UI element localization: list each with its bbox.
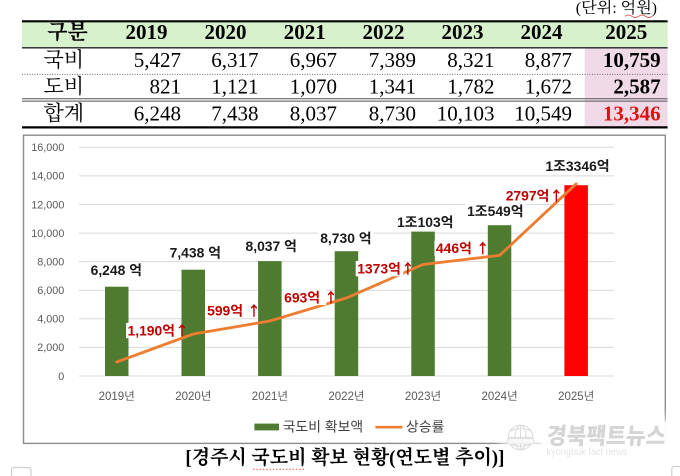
svg-text:4,000: 4,000 bbox=[37, 314, 64, 326]
svg-text:2020: 2020 bbox=[175, 391, 201, 403]
svg-text:2019: 2019 bbox=[126, 20, 168, 44]
svg-text:1,672: 1,672 bbox=[525, 74, 572, 98]
svg-text:10,103: 10,103 bbox=[437, 101, 495, 125]
svg-text:1,190: 1,190 bbox=[128, 323, 163, 339]
svg-text:7,438: 7,438 bbox=[211, 101, 258, 125]
svg-text:446: 446 bbox=[436, 240, 459, 256]
svg-text:7,438: 7,438 bbox=[170, 245, 205, 261]
svg-text:599: 599 bbox=[207, 303, 230, 319]
svg-text:13,346: 13,346 bbox=[603, 101, 661, 125]
svg-text:8,730: 8,730 bbox=[369, 101, 416, 125]
svg-text:0: 0 bbox=[58, 371, 64, 383]
svg-text:2025: 2025 bbox=[558, 391, 584, 403]
svg-text:549: 549 bbox=[488, 203, 511, 219]
svg-text:8,037: 8,037 bbox=[246, 238, 281, 254]
svg-text:16,000: 16,000 bbox=[31, 142, 64, 154]
svg-text:1: 1 bbox=[467, 203, 475, 219]
svg-text:1,070: 1,070 bbox=[290, 74, 337, 98]
svg-text:693: 693 bbox=[284, 289, 307, 305]
svg-text:6,317: 6,317 bbox=[211, 48, 258, 72]
svg-text:7,389: 7,389 bbox=[369, 48, 416, 72]
svg-text:2024: 2024 bbox=[521, 20, 564, 44]
svg-text:1: 1 bbox=[397, 214, 405, 230]
svg-text:6,248: 6,248 bbox=[91, 262, 126, 278]
svg-text:1,341: 1,341 bbox=[369, 74, 416, 98]
svg-text:2023: 2023 bbox=[442, 20, 484, 44]
svg-text:10,000: 10,000 bbox=[31, 228, 64, 240]
svg-text:3346: 3346 bbox=[566, 158, 597, 174]
svg-text:821: 821 bbox=[150, 74, 182, 98]
svg-text:2021: 2021 bbox=[252, 391, 278, 403]
svg-text:1,782: 1,782 bbox=[447, 74, 494, 98]
svg-text:6,967: 6,967 bbox=[290, 48, 337, 72]
svg-text:12,000: 12,000 bbox=[31, 199, 64, 211]
svg-text:8,321: 8,321 bbox=[447, 48, 494, 72]
svg-text:1373: 1373 bbox=[357, 261, 388, 277]
svg-text:1,121: 1,121 bbox=[211, 74, 258, 98]
svg-text::: : bbox=[612, 0, 616, 17]
svg-text:2020: 2020 bbox=[205, 20, 247, 44]
svg-text:2021: 2021 bbox=[284, 20, 326, 44]
svg-text:2025: 2025 bbox=[605, 20, 647, 44]
svg-text:10,759: 10,759 bbox=[603, 48, 661, 72]
svg-text:6,248: 6,248 bbox=[134, 101, 181, 125]
svg-text:2024: 2024 bbox=[482, 391, 508, 403]
svg-text:8,877: 8,877 bbox=[525, 48, 572, 72]
svg-text:2019: 2019 bbox=[99, 391, 125, 403]
svg-text:103: 103 bbox=[418, 214, 441, 230]
svg-text:2,000: 2,000 bbox=[37, 342, 64, 354]
svg-text:8,000: 8,000 bbox=[37, 256, 64, 268]
svg-text:kyongbuk fact news: kyongbuk fact news bbox=[547, 446, 628, 458]
svg-text:[: [ bbox=[185, 448, 191, 469]
svg-text:1: 1 bbox=[545, 158, 553, 174]
svg-text:(: ( bbox=[576, 0, 581, 17]
svg-text:2,587: 2,587 bbox=[613, 74, 660, 98]
svg-text:8,037: 8,037 bbox=[290, 101, 337, 125]
svg-text:): ) bbox=[652, 0, 657, 17]
svg-text:8,730: 8,730 bbox=[320, 230, 355, 246]
svg-text:2022: 2022 bbox=[363, 20, 405, 44]
svg-text:6,000: 6,000 bbox=[37, 285, 64, 297]
svg-text:(: ( bbox=[389, 448, 395, 469]
svg-text:2797: 2797 bbox=[506, 188, 537, 204]
svg-text:10,549: 10,549 bbox=[514, 101, 572, 125]
svg-text:2022: 2022 bbox=[328, 391, 354, 403]
svg-text:5,427: 5,427 bbox=[134, 48, 181, 72]
svg-text:)]: )] bbox=[492, 448, 505, 469]
svg-text:14,000: 14,000 bbox=[31, 171, 64, 183]
svg-text:2023: 2023 bbox=[405, 391, 431, 403]
